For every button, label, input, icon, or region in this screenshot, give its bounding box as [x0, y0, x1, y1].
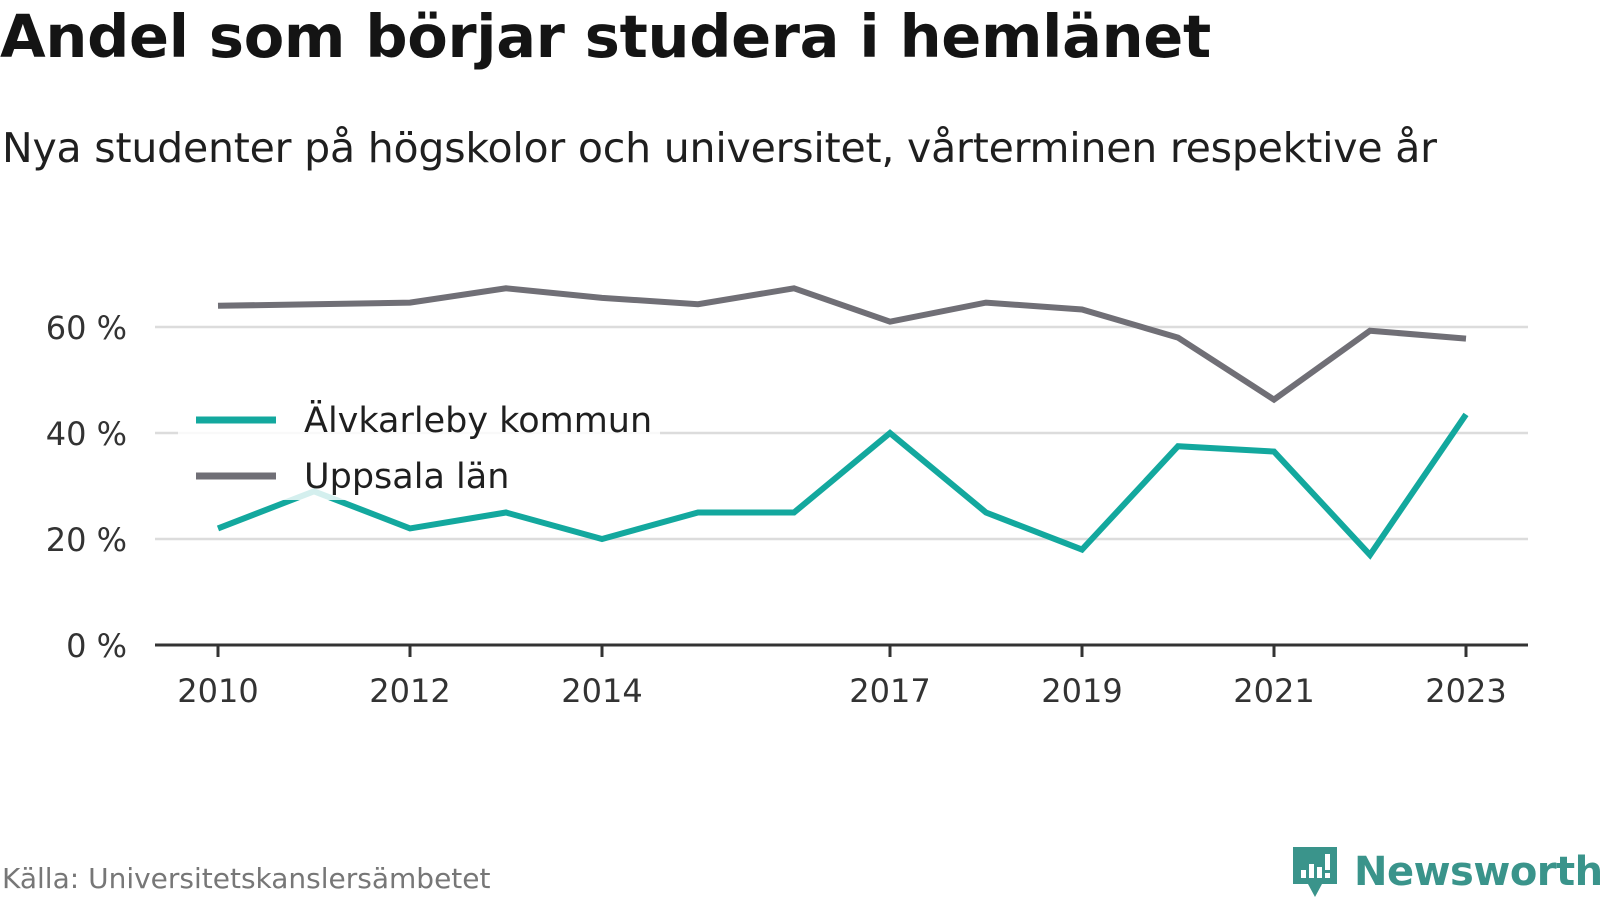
x-axis: 2010 2012 2014 2017 2019 2021 2023: [155, 643, 1528, 710]
newsworthy-logo-icon: [1293, 847, 1337, 897]
line-chart: 0 % 20 % 40 % 60 % 2010 2012 2014 2017 2019 2021…: [46, 285, 1528, 710]
series-line-uppsala: [217, 285, 1467, 404]
brand-logo: Newsworthy: [1290, 844, 1600, 900]
series-line-alvkarleby: [216, 412, 1469, 560]
legend-background: [178, 378, 660, 500]
brand-name: Newsworthy: [1354, 849, 1600, 895]
y-tick-label: 40 %: [46, 415, 127, 453]
x-tick-label: 2017: [849, 672, 930, 710]
legend-label: Älvkarleby kommun: [304, 399, 652, 441]
x-tick-label: 2012: [369, 672, 450, 710]
series-lines: [216, 285, 1469, 560]
legend-label: Uppsala län: [304, 457, 509, 497]
x-tick-label: 2010: [177, 672, 258, 710]
source-note: Källa: Universitetskanslersämbetet: [2, 862, 491, 895]
y-tick-label: 0 %: [66, 627, 127, 665]
x-tick-label: 2021: [1233, 672, 1314, 710]
x-tick-label: 2019: [1041, 672, 1122, 710]
legend: Älvkarleby kommun Uppsala län: [178, 378, 660, 500]
y-tick-label: 60 %: [46, 309, 127, 347]
chart-subtitle: Nya studenter på högskolor och universit…: [2, 124, 1437, 172]
y-axis-ticks: 0 % 20 % 40 % 60 %: [46, 309, 127, 665]
y-tick-label: 20 %: [46, 521, 127, 559]
chart-title: Andel som börjar studera i hemlänet: [0, 2, 1211, 71]
x-tick-label: 2014: [561, 672, 642, 710]
x-tick-label: 2023: [1425, 672, 1506, 710]
